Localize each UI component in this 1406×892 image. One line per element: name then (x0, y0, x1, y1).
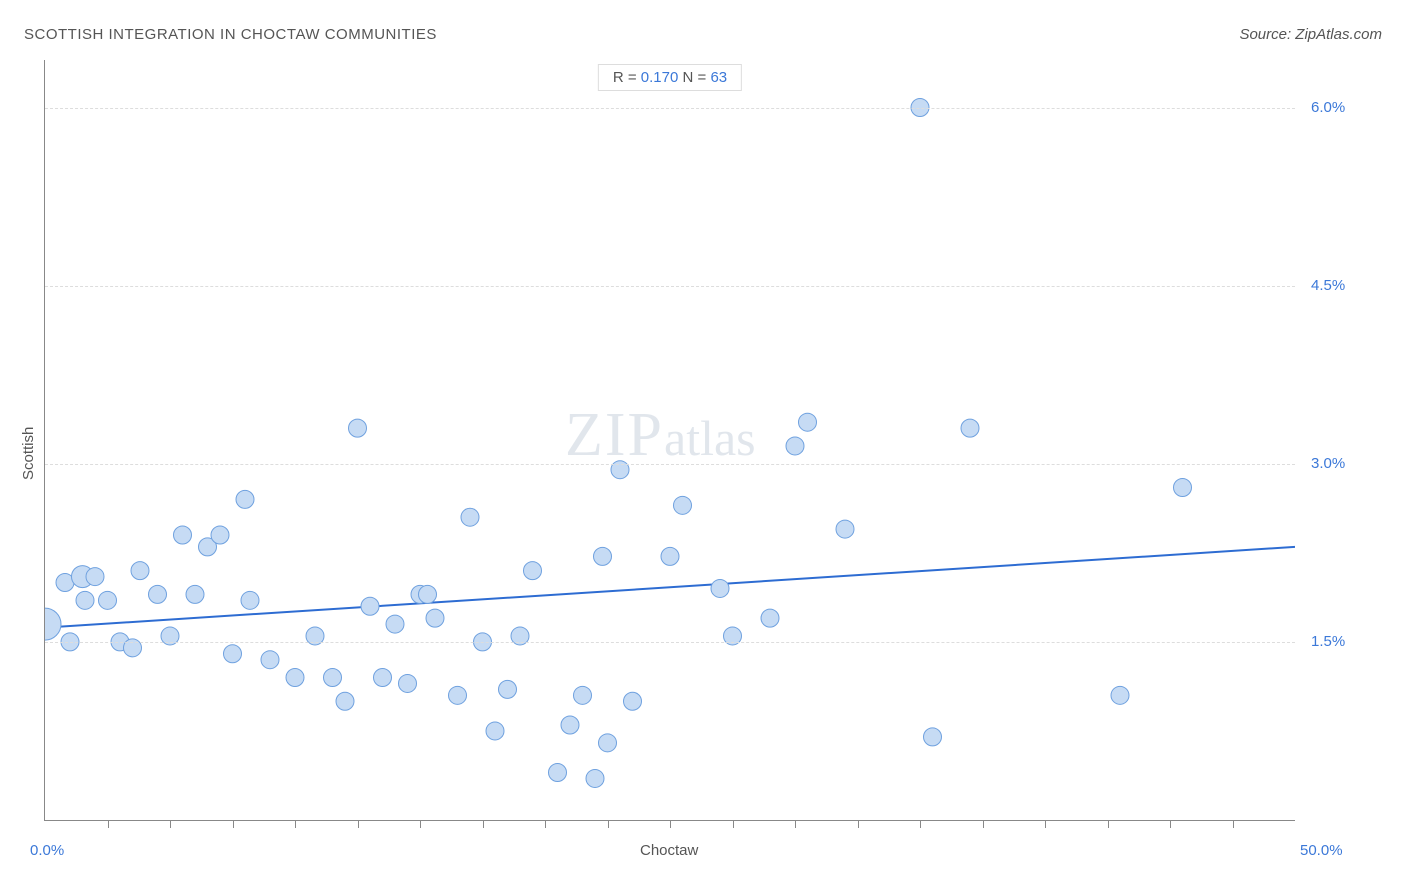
y-tick-label: 3.0% (1311, 455, 1345, 472)
data-point (499, 680, 517, 698)
y-axis-title: Scottish (20, 427, 37, 480)
data-point (241, 591, 259, 609)
data-point (131, 562, 149, 580)
data-point (261, 651, 279, 669)
y-tick-label: 4.5% (1311, 277, 1345, 294)
gridline (45, 108, 1295, 109)
data-point (99, 591, 117, 609)
x-tick (233, 820, 234, 828)
x-tick (1233, 820, 1234, 828)
x-tick (295, 820, 296, 828)
y-tick-label: 6.0% (1311, 99, 1345, 116)
data-point (961, 419, 979, 437)
plot-area: ZIPatlas R = 0.170 N = 63 1.5%3.0%4.5%6.… (44, 60, 1295, 821)
data-point (799, 413, 817, 431)
data-point (524, 562, 542, 580)
x-tick (670, 820, 671, 828)
data-point (836, 520, 854, 538)
data-point (211, 526, 229, 544)
x-tick (545, 820, 546, 828)
data-point (374, 669, 392, 687)
chart-title: SCOTTISH INTEGRATION IN CHOCTAW COMMUNIT… (24, 26, 437, 43)
data-point (761, 609, 779, 627)
y-tick-label: 1.5% (1311, 633, 1345, 650)
x-max-label: 50.0% (1300, 842, 1343, 859)
x-tick (608, 820, 609, 828)
source-label: Source: ZipAtlas.com (1239, 26, 1382, 43)
x-tick (170, 820, 171, 828)
data-point (661, 547, 679, 565)
data-point (486, 722, 504, 740)
data-point (336, 692, 354, 710)
data-point (186, 585, 204, 603)
data-point (549, 764, 567, 782)
data-point (574, 686, 592, 704)
x-tick (983, 820, 984, 828)
gridline (45, 642, 1295, 643)
data-point (586, 769, 604, 787)
data-point (594, 547, 612, 565)
x-tick (858, 820, 859, 828)
data-point (361, 597, 379, 615)
x-axis-title: Choctaw (640, 842, 698, 859)
data-point (76, 591, 94, 609)
data-point (286, 669, 304, 687)
x-tick (1170, 820, 1171, 828)
data-point (386, 615, 404, 633)
data-point (236, 490, 254, 508)
scatter-svg (45, 60, 1295, 820)
data-point (426, 609, 444, 627)
x-tick (733, 820, 734, 828)
data-point (324, 669, 342, 687)
data-point (924, 728, 942, 746)
data-point (624, 692, 642, 710)
x-tick (795, 820, 796, 828)
gridline (45, 286, 1295, 287)
x-min-label: 0.0% (30, 842, 64, 859)
data-point (1174, 479, 1192, 497)
data-point (45, 608, 61, 640)
data-point (674, 496, 692, 514)
data-point (349, 419, 367, 437)
data-point (786, 437, 804, 455)
x-tick (1045, 820, 1046, 828)
data-point (149, 585, 167, 603)
data-point (461, 508, 479, 526)
x-tick (1108, 820, 1109, 828)
x-tick (920, 820, 921, 828)
x-tick (108, 820, 109, 828)
data-point (1111, 686, 1129, 704)
x-tick (358, 820, 359, 828)
gridline (45, 464, 1295, 465)
data-point (399, 674, 417, 692)
data-point (711, 579, 729, 597)
x-tick (420, 820, 421, 828)
data-point (599, 734, 617, 752)
data-point (449, 686, 467, 704)
chart-container: SCOTTISH INTEGRATION IN CHOCTAW COMMUNIT… (0, 0, 1406, 892)
data-point (86, 568, 104, 586)
data-point (419, 585, 437, 603)
data-point (174, 526, 192, 544)
data-point (224, 645, 242, 663)
x-tick (483, 820, 484, 828)
data-point (561, 716, 579, 734)
